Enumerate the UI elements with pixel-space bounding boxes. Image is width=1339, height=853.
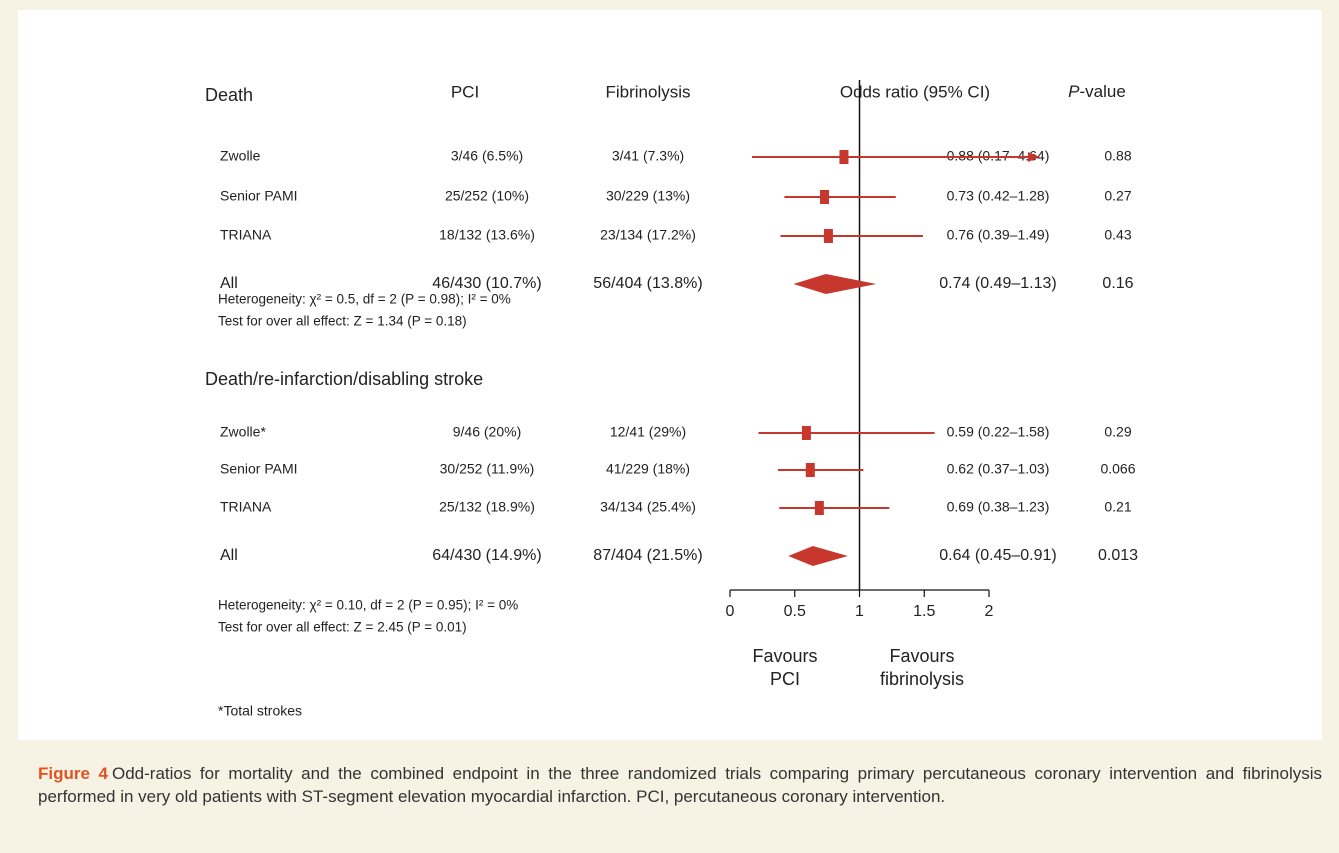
estimate bbox=[823, 229, 833, 243]
study-name: All bbox=[220, 275, 238, 292]
favours-label: fibrinolysis bbox=[880, 669, 964, 689]
footnote: *Total strokes bbox=[218, 703, 302, 719]
pci-events: 25/252 (10%) bbox=[445, 188, 529, 204]
fib-events: 34/134 (25.4%) bbox=[600, 499, 696, 515]
study-name: Zwolle bbox=[220, 148, 261, 164]
panel bbox=[18, 10, 1322, 740]
ci-label: 0.73 (0.42–1.28) bbox=[947, 188, 1050, 204]
column-header: PCI bbox=[451, 82, 479, 101]
favours-label: PCI bbox=[770, 669, 800, 689]
favours-label: Favours bbox=[889, 646, 954, 666]
p-rest: -value bbox=[1080, 82, 1126, 101]
fib-events: 23/134 (17.2%) bbox=[600, 227, 696, 243]
study-name: Senior PAMI bbox=[220, 188, 298, 204]
pci-events: 18/132 (13.6%) bbox=[439, 227, 535, 243]
estimate bbox=[801, 426, 811, 440]
ci-label: 0.62 (0.37–1.03) bbox=[947, 461, 1050, 477]
ci-arrow bbox=[1028, 152, 1040, 162]
fib-events: 3/41 (7.3%) bbox=[612, 148, 684, 164]
study-name: TRIANA bbox=[220, 227, 272, 243]
fib-events: 56/404 (13.8%) bbox=[593, 275, 702, 292]
section-title: Death/re-infarction/disabling stroke bbox=[205, 369, 483, 389]
fib-events: 30/229 (13%) bbox=[606, 188, 690, 204]
p-value: 0.21 bbox=[1104, 499, 1131, 515]
pooled-diamond bbox=[793, 274, 877, 294]
ci-label: 0.88 (0.17–4.64) bbox=[947, 148, 1050, 164]
x-tick-label: 0.5 bbox=[784, 603, 806, 620]
x-tick-label: 2 bbox=[985, 603, 994, 620]
pci-events: 64/430 (14.9%) bbox=[432, 547, 541, 564]
p-value: 0.27 bbox=[1104, 188, 1131, 204]
estimate bbox=[820, 190, 830, 204]
x-tick-label: 1 bbox=[855, 603, 864, 620]
caption: Figure 4 Odd-ratios for mortality and the… bbox=[38, 762, 1322, 808]
heterogeneity: Heterogeneity: χ² = 0.10, df = 2 (P = 0.… bbox=[218, 598, 518, 613]
ci-label: 0.64 (0.45–0.91) bbox=[939, 547, 1056, 564]
estimate bbox=[839, 150, 849, 164]
x-tick-label: 0 bbox=[726, 603, 735, 620]
ci-label: 0.69 (0.38–1.23) bbox=[947, 499, 1050, 515]
estimate bbox=[805, 463, 815, 477]
p-value: 0.066 bbox=[1100, 461, 1135, 477]
fib-events: 12/41 (29%) bbox=[610, 424, 686, 440]
pooled-diamond bbox=[788, 546, 848, 566]
pci-events: 25/132 (18.9%) bbox=[439, 499, 535, 515]
favours-label: Favours bbox=[752, 646, 817, 666]
chart: PCI Fibrinolysis Odds ratio (95% CI) P-valu… bbox=[18, 10, 1322, 740]
ci-label: 0.76 (0.39–1.49) bbox=[947, 227, 1050, 243]
study-name: Zwolle* bbox=[220, 424, 266, 440]
caption-text: Odd-ratios for mortality and the combine… bbox=[38, 764, 1322, 806]
pci-events: 30/252 (11.9%) bbox=[440, 461, 535, 477]
heterogeneity: Heterogeneity: χ² = 0.5, df = 2 (P = 0.9… bbox=[218, 292, 511, 307]
section-title: Death bbox=[205, 85, 253, 105]
caption-label: Figure 4 bbox=[38, 764, 108, 783]
pci-events: 46/430 (10.7%) bbox=[432, 275, 541, 292]
fib-events: 41/229 (18%) bbox=[606, 461, 690, 477]
p-value: 0.88 bbox=[1104, 148, 1131, 164]
p-value: 0.16 bbox=[1102, 275, 1133, 292]
estimate bbox=[814, 501, 824, 515]
pci-events: 3/46 (6.5%) bbox=[451, 148, 523, 164]
p-value: 0.29 bbox=[1104, 424, 1131, 440]
ci-label: 0.59 (0.22–1.58) bbox=[947, 424, 1050, 440]
x-tick-label: 1.5 bbox=[913, 603, 935, 620]
column-header: Fibrinolysis bbox=[605, 82, 690, 101]
p-italic: P bbox=[1068, 82, 1080, 101]
p-value: 0.43 bbox=[1104, 227, 1131, 243]
study-name: TRIANA bbox=[220, 499, 272, 515]
pci-events: 9/46 (20%) bbox=[453, 424, 521, 440]
p-value: 0.013 bbox=[1098, 547, 1138, 564]
column-header: Odds ratio (95% CI) bbox=[840, 82, 990, 101]
fib-events: 87/404 (21.5%) bbox=[593, 547, 702, 564]
overall-effect: Test for over all effect: Z = 2.45 (P = … bbox=[218, 620, 467, 635]
ci-label: 0.74 (0.49–1.13) bbox=[939, 275, 1056, 292]
column-header: P-value bbox=[1068, 82, 1126, 101]
overall-effect: Test for over all effect: Z = 1.34 (P = … bbox=[218, 314, 467, 329]
study-name: All bbox=[220, 547, 238, 564]
study-name: Senior PAMI bbox=[220, 461, 298, 477]
